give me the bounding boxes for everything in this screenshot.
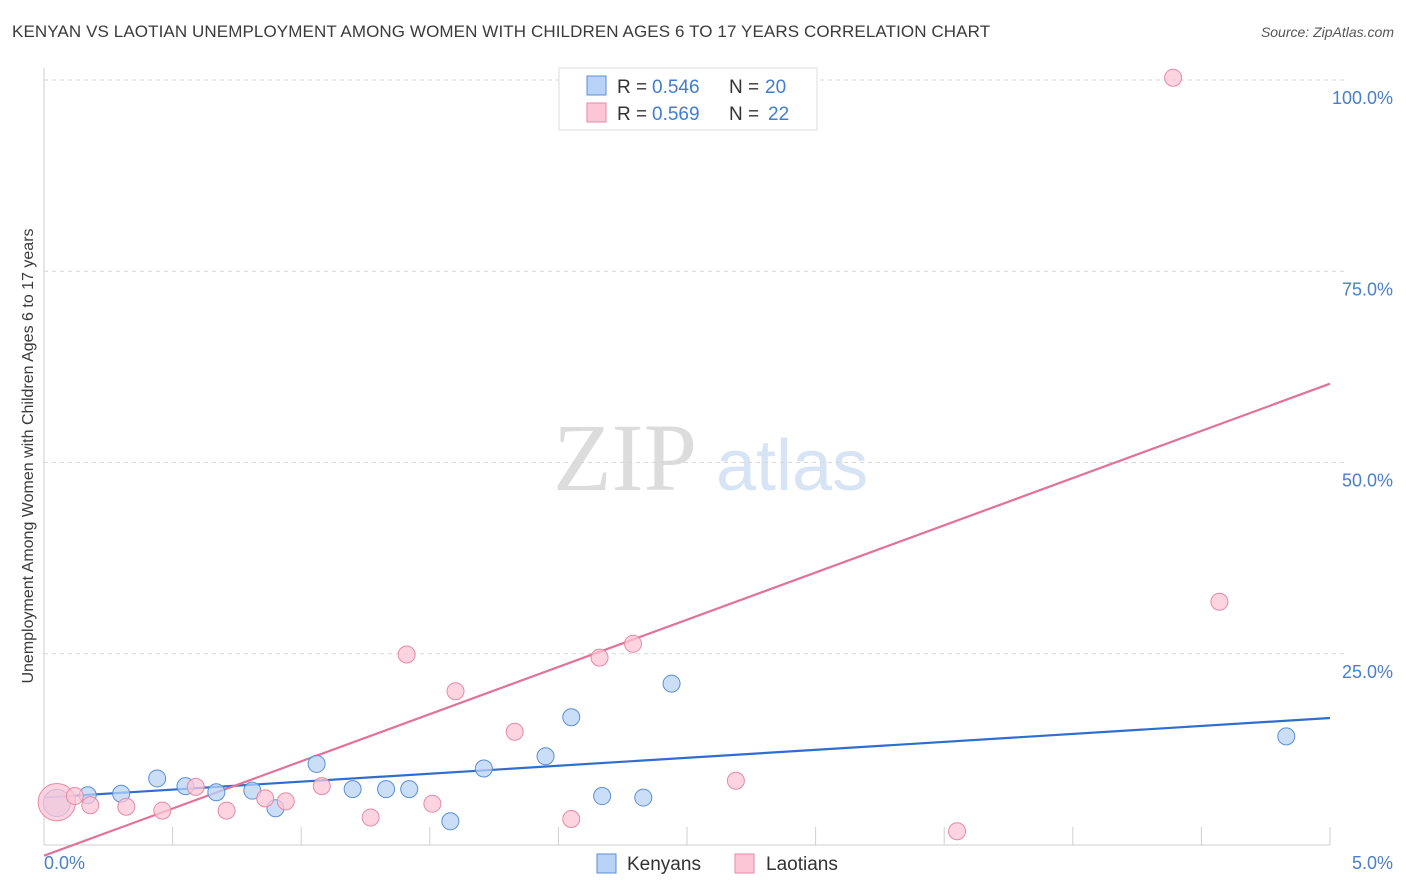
correlation-legend: R = 0.546 N = 20 R = 0.569 N = 22 <box>558 67 818 131</box>
laotian-point <box>505 722 524 741</box>
laotian-point <box>361 808 380 827</box>
x-tick-labels: 0.0% 5.0% <box>44 853 1393 873</box>
laotian-point <box>423 794 442 813</box>
laotian-point <box>397 645 416 664</box>
laotian-point <box>186 777 205 796</box>
laotian-point <box>153 801 172 820</box>
kenyan-point <box>400 780 419 799</box>
legend-r-label: R = <box>617 104 647 125</box>
y-tick-label: 100.0% <box>1332 88 1393 108</box>
laotian-point <box>117 797 136 816</box>
y-tick-labels: 25.0% 50.0% 75.0% 100.0% <box>1332 88 1393 682</box>
legend-r-label: R = <box>617 77 647 98</box>
kenyan-point <box>662 674 681 693</box>
laotian-point <box>1210 592 1229 611</box>
kenyan-point <box>474 759 493 778</box>
legend-swatch-laotians <box>586 102 607 123</box>
kenyan-point <box>207 783 226 802</box>
laotian-point <box>81 796 100 815</box>
kenyan-point <box>634 788 653 807</box>
y-tick-label: 75.0% <box>1342 279 1393 299</box>
kenyan-point <box>562 708 581 727</box>
laotian-point <box>217 801 236 820</box>
legend-n-value: 22 <box>768 104 789 125</box>
y-tick-label: 25.0% <box>1342 662 1393 682</box>
y-tick-label: 50.0% <box>1342 471 1393 491</box>
legend-r-value: 0.546 <box>652 77 700 98</box>
kenyan-point <box>377 780 396 799</box>
laotian-trend-line <box>43 382 1331 857</box>
legend-swatch-kenyans <box>596 853 617 874</box>
axes <box>43 68 1331 846</box>
kenyan-point <box>593 787 612 806</box>
legend-n-label: N = <box>729 77 759 98</box>
legend-n-value: 20 <box>765 77 786 98</box>
series-legend: Kenyans Laotians <box>596 853 838 875</box>
kenyan-point <box>343 780 362 799</box>
laotian-point <box>256 789 275 808</box>
grid-lines <box>44 79 1345 655</box>
laotian-point <box>65 787 84 806</box>
kenyan-point <box>441 812 460 831</box>
x-tick-label: 0.0% <box>44 853 85 873</box>
laotian-point <box>276 792 295 811</box>
source-label: Source: ZipAtlas.com <box>1260 24 1394 40</box>
x-tick-label: 5.0% <box>1352 853 1393 873</box>
laotian-point <box>562 809 581 828</box>
laotian-point <box>948 822 967 841</box>
chart-title: KENYAN VS LAOTIAN UNEMPLOYMENT AMONG WOM… <box>12 22 991 41</box>
legend-swatch-kenyans <box>586 75 607 96</box>
legend-swatch-laotians <box>734 853 755 874</box>
legend-n-label: N = <box>729 104 759 125</box>
kenyan-point <box>307 754 326 773</box>
data-points <box>37 68 1296 841</box>
watermark-zip: ZIP <box>553 404 697 511</box>
kenyan-point <box>1277 727 1296 746</box>
legend-r-value: 0.569 <box>652 104 700 125</box>
kenyan-point <box>536 747 555 766</box>
laotian-point <box>590 648 609 667</box>
laotian-point <box>312 777 331 796</box>
laotian-point <box>1164 68 1183 87</box>
kenyan-point <box>148 769 167 788</box>
y-axis-label: Unemployment Among Women with Children A… <box>20 228 37 683</box>
laotian-point <box>726 771 745 790</box>
laotian-point <box>446 682 465 701</box>
legend-laotians-label: Laotians <box>766 854 838 875</box>
legend-kenyans-label: Kenyans <box>627 854 701 875</box>
laotian-point <box>623 634 642 653</box>
watermark-atlas: atlas <box>716 426 868 506</box>
